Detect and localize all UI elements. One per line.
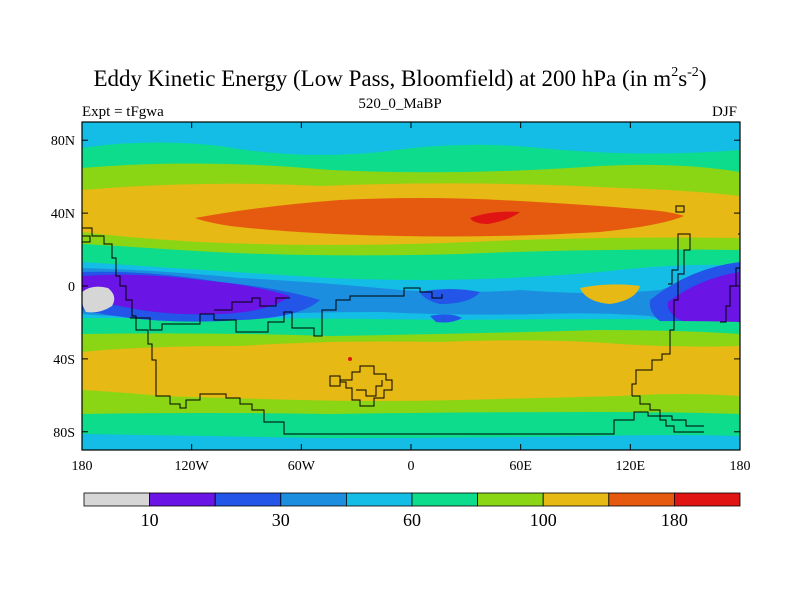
- contour-field: [82, 122, 740, 450]
- colorbar-swatch: [411, 492, 478, 507]
- colorbar-label: 180: [661, 510, 688, 530]
- x-tick-label: 0: [408, 459, 415, 474]
- title-exponent-2: -2: [687, 65, 699, 80]
- colorbar-swatch: [345, 492, 413, 507]
- colorbar-swatch: [542, 492, 610, 507]
- x-tick-label: 180: [72, 459, 93, 474]
- colorbar-swatch: [149, 492, 216, 507]
- run-label: 520_0_MaBP: [358, 96, 442, 112]
- colorbar-swatch: [608, 492, 675, 507]
- plot-title: Eddy Kinetic Energy (Low Pass, Bloomfiel…: [0, 66, 800, 92]
- experiment-label: Expt = tFgwa: [82, 104, 164, 120]
- x-tick-label: 60E: [509, 459, 532, 474]
- y-tick-label: 40S: [53, 353, 75, 368]
- title-close-paren: ): [698, 66, 707, 91]
- colorbar-swatch: [214, 492, 282, 507]
- y-tick-label: 0: [68, 280, 75, 295]
- colorbar-label: 30: [272, 510, 290, 530]
- x-tick-label: 180: [730, 459, 751, 474]
- colorbar-swatch: [83, 492, 150, 507]
- title-unit-s: s: [678, 66, 688, 91]
- latitude-axis: 80N 40N 0 40S 80S: [51, 134, 740, 441]
- colorbar: 10 30 60 100 180: [83, 492, 741, 530]
- x-tick-label: 120E: [616, 459, 646, 474]
- colorbar-swatch: [477, 492, 544, 507]
- title-exponent-1: 2: [671, 65, 679, 80]
- season-label: DJF: [711, 104, 737, 120]
- colorbar-label: 60: [403, 510, 421, 530]
- y-tick-label: 80S: [53, 426, 75, 441]
- coastlines: [82, 205, 740, 435]
- colorbar-swatch: [674, 492, 741, 507]
- colorbar-label: 100: [530, 510, 557, 530]
- longitude-axis: 180 120W 60W 0 60E 120E 180: [72, 122, 751, 474]
- y-tick-label: 40N: [51, 207, 75, 222]
- colorbar-swatch: [280, 492, 347, 507]
- y-tick-label: 80N: [51, 134, 75, 149]
- colorbar-label: 10: [141, 510, 159, 530]
- x-tick-label: 120W: [175, 459, 210, 474]
- title-text: Eddy Kinetic Energy (Low Pass, Bloomfiel…: [93, 66, 672, 91]
- x-tick-label: 60W: [288, 459, 316, 474]
